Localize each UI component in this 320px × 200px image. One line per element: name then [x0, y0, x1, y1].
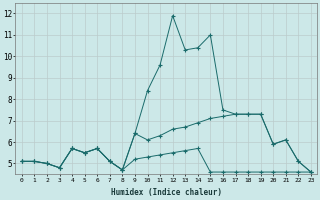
- X-axis label: Humidex (Indice chaleur): Humidex (Indice chaleur): [111, 188, 222, 197]
